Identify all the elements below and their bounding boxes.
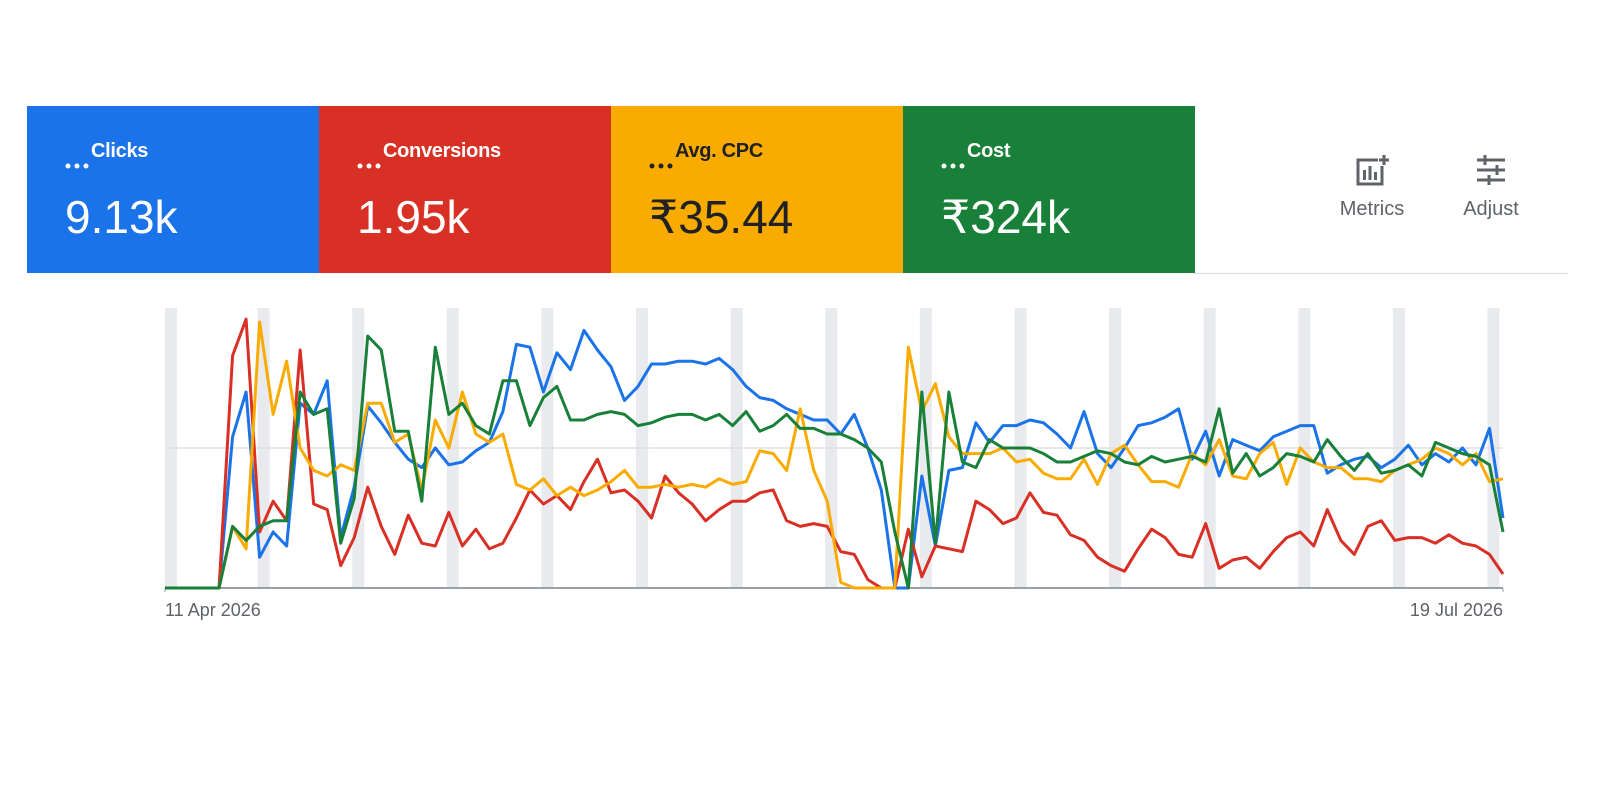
weekend-band (636, 308, 649, 588)
metric-card[interactable]: Cost ₹324k (903, 106, 1195, 273)
metric-label: Cost (967, 140, 1011, 162)
metrics-button[interactable]: Metrics (1317, 150, 1427, 221)
button-label: Metrics (1339, 198, 1405, 220)
x-tick-label: 11 Apr 2026 (165, 600, 261, 620)
series-line (165, 334, 1505, 590)
card-menu (941, 163, 965, 169)
card-menu (649, 163, 673, 169)
weekend-band (541, 308, 554, 588)
metric-label: Avg. CPC (675, 140, 763, 162)
weekend-band (1203, 308, 1216, 588)
series-line (165, 320, 1504, 590)
x-tick-label: 19 Jul 2026 (1410, 600, 1503, 620)
weekend-band (1298, 308, 1311, 588)
metric-card[interactable]: Clicks 9.13k (27, 106, 319, 273)
card-menu (357, 163, 381, 169)
metric-card[interactable]: Avg. CPC ₹35.44 (611, 106, 903, 273)
metric-label: Conversions (383, 140, 501, 162)
weekend-band (730, 308, 743, 588)
card-menu (65, 163, 89, 169)
weekend-band (919, 308, 932, 588)
metric-value: ₹35.44 (649, 191, 794, 243)
metric-card[interactable]: Conversions 1.95k (319, 106, 611, 273)
adjust-icon (1477, 155, 1505, 185)
weekend-band (825, 308, 838, 588)
metric-value: ₹324k (941, 191, 1071, 243)
metric-label: Clicks (91, 140, 149, 162)
metric-value: 1.95k (357, 191, 470, 243)
weekend-band (1014, 308, 1027, 588)
weekend-band (257, 308, 270, 588)
divider (1194, 273, 1568, 274)
adjust-button[interactable]: Adjust (1436, 150, 1546, 221)
metrics-icon (1356, 154, 1390, 186)
metric-value: 9.13k (65, 191, 178, 243)
weekend-band (165, 308, 177, 588)
weekend-band (446, 308, 459, 588)
series-line (165, 317, 1505, 590)
weekend-band (1109, 308, 1122, 588)
button-label: Adjust (1463, 198, 1519, 220)
series-line (165, 328, 1505, 590)
weekend-band (1487, 308, 1500, 588)
weekend-band (1392, 308, 1405, 588)
weekend-band (352, 308, 365, 588)
